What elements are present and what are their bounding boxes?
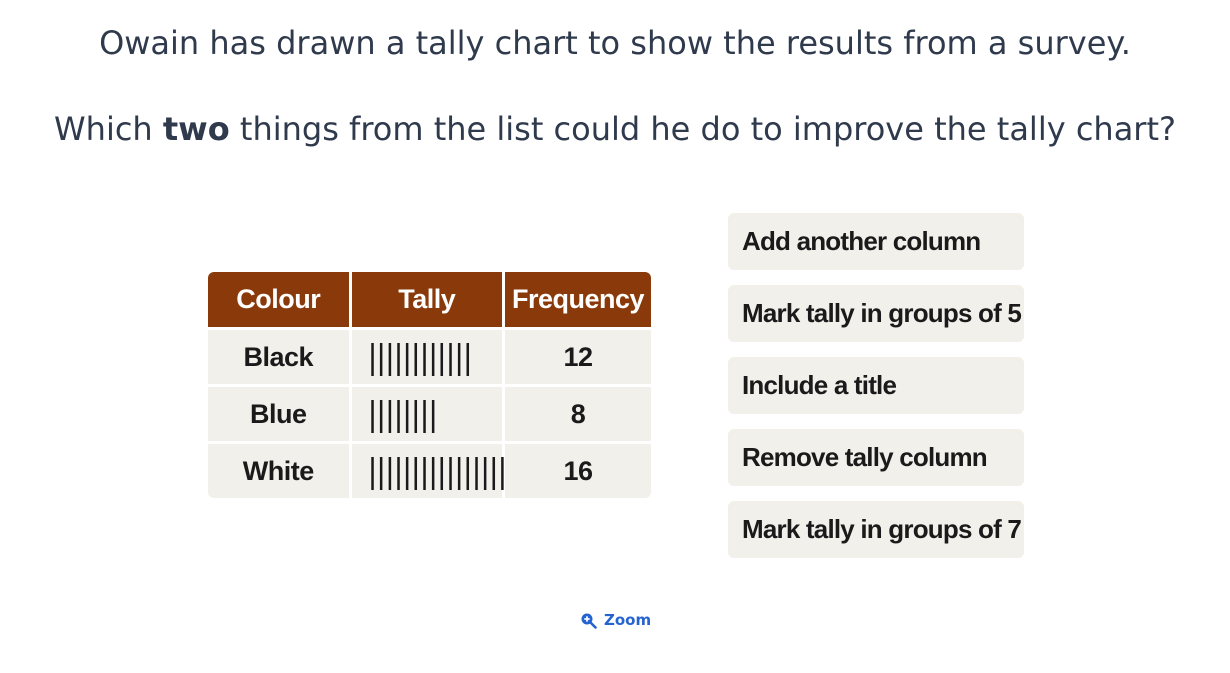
- option-mark-tally-groups-of-5[interactable]: Mark tally in groups of 5: [728, 285, 1024, 342]
- option-add-another-column[interactable]: Add another column: [728, 213, 1024, 270]
- tally-marks: ||||||||||||: [363, 337, 477, 377]
- header-tally: Tally: [348, 272, 503, 327]
- instruction-emphasis: two: [162, 110, 230, 148]
- cell-tally: ||||||||: [348, 384, 503, 441]
- cell-frequency: 12: [502, 327, 651, 384]
- cell-frequency: 8: [502, 384, 651, 441]
- table-row: Black |||||||||||| 12: [208, 327, 651, 384]
- header-frequency: Frequency: [502, 272, 651, 327]
- option-remove-tally-column[interactable]: Remove tally column: [728, 429, 1024, 486]
- instruction-text-end: things from the list could he do to impr…: [229, 110, 1176, 148]
- instruction-text-start: Which: [54, 110, 163, 148]
- question-text: Owain has drawn a tally chart to show th…: [99, 24, 1131, 62]
- zoom-button[interactable]: Zoom: [580, 611, 651, 629]
- option-include-title[interactable]: Include a title: [728, 357, 1024, 414]
- question-instruction: Which two things from the list could he …: [0, 106, 1230, 152]
- table-row: White |||||||||||||||| 16: [208, 441, 651, 498]
- cell-colour: White: [208, 441, 349, 498]
- table-row: Blue |||||||| 8: [208, 384, 651, 441]
- option-mark-tally-groups-of-7[interactable]: Mark tally in groups of 7: [728, 501, 1024, 558]
- cell-tally: ||||||||||||: [348, 327, 503, 384]
- header-colour: Colour: [208, 272, 349, 327]
- table-header-row: Colour Tally Frequency: [208, 272, 651, 327]
- cell-tally: ||||||||||||||||: [348, 441, 512, 498]
- answer-options-list: Add another column Mark tally in groups …: [728, 213, 1024, 573]
- tally-marks: ||||||||||||||||: [363, 451, 512, 491]
- zoom-in-icon: [581, 613, 597, 629]
- zoom-label: Zoom: [604, 611, 652, 629]
- tally-chart-table: Colour Tally Frequency Black |||||||||||…: [208, 272, 651, 498]
- cell-colour: Black: [208, 327, 349, 384]
- cell-frequency: 16: [502, 441, 651, 498]
- cell-colour: Blue: [208, 384, 349, 441]
- tally-marks: ||||||||: [363, 394, 443, 434]
